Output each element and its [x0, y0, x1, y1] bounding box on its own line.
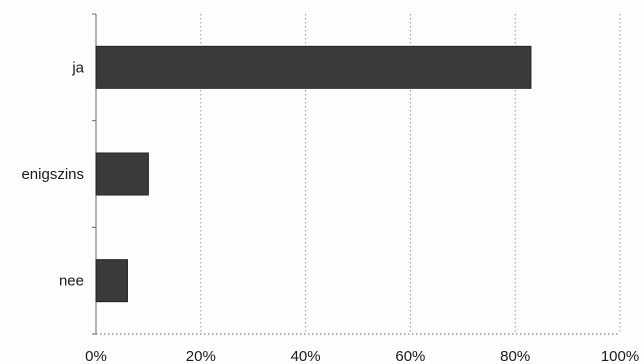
x-tick-label: 0%: [85, 348, 107, 364]
x-tick-label: 40%: [291, 348, 321, 364]
bars: [95, 45, 532, 303]
bar: [95, 152, 149, 196]
category-labels: ja enigszins nee: [21, 59, 84, 289]
x-tick-label: 100%: [601, 348, 639, 364]
x-tick-label: 20%: [186, 348, 216, 364]
x-tick-labels: 0% 20% 40% 60% 80% 100%: [85, 348, 639, 364]
bar: [95, 259, 128, 303]
x-tick-label: 80%: [500, 348, 530, 364]
category-label: nee: [59, 273, 84, 290]
x-tick-label: 60%: [395, 348, 425, 364]
category-label: enigszins: [21, 166, 84, 183]
category-label: ja: [71, 59, 84, 76]
bar: [95, 45, 532, 89]
